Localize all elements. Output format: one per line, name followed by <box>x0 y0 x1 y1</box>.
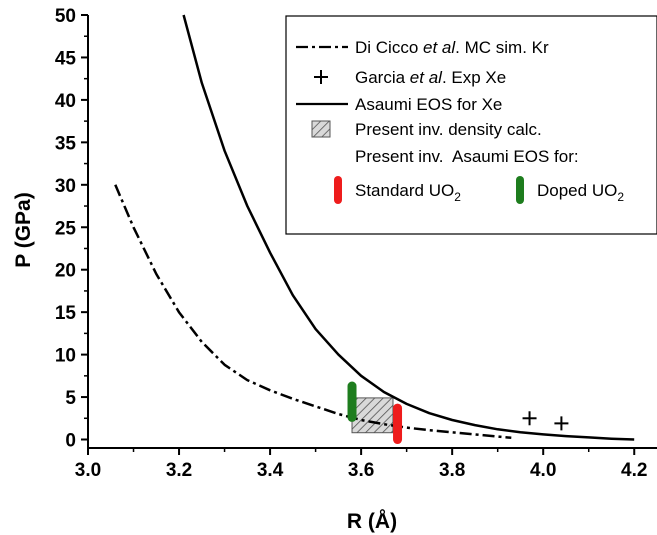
y-tick-label: 0 <box>65 431 76 452</box>
legend-label-standard: Standard UO2 <box>355 181 461 204</box>
x-tick-label: 4.0 <box>530 460 556 481</box>
legend-label-doped: Doped UO2 <box>537 181 624 204</box>
x-axis-title: R (Å) <box>347 509 397 533</box>
y-tick-label: 25 <box>55 218 77 239</box>
x-tick-label: 3.4 <box>257 460 284 481</box>
y-tick-label: 50 <box>55 6 76 27</box>
y-tick-label: 20 <box>55 261 76 282</box>
y-tick-label: 40 <box>55 91 76 112</box>
x-tick-label: 3.8 <box>439 460 465 481</box>
legend-plus-marker <box>314 70 328 84</box>
y-tick-label: 5 <box>65 388 76 409</box>
y-tick-label: 35 <box>55 133 77 154</box>
y-tick-label: 10 <box>55 346 76 367</box>
asaumi-eos-curve <box>182 14 635 441</box>
tick-labels: 3.0 3.2 3.4 3.6 3.8 4.0 4.2 0 5 10 15 20 25 30 35 40 45 5… <box>55 6 648 481</box>
legend-box <box>285 15 657 235</box>
axis-ticks <box>81 14 636 455</box>
x-tick-label: 4.2 <box>621 460 647 481</box>
density-calc-region <box>351 397 394 434</box>
legend-label-garcia: Garcia et al. Exp Xe <box>355 68 506 87</box>
legend: Di Cicco et al. MC sim. Kr Garcia et al.… <box>285 15 657 235</box>
x-tick-label: 3.2 <box>166 460 192 481</box>
legend-hatched-sample <box>311 120 331 138</box>
dicicco-mc-curve <box>114 184 512 440</box>
y-tick-label: 15 <box>55 303 77 324</box>
legend-label-density: Present inv. density calc. <box>355 120 542 139</box>
x-tick-label: 3.0 <box>75 460 101 481</box>
y-axis-title: P (GPa) <box>12 192 35 267</box>
y-tick-label: 45 <box>55 48 77 69</box>
y-tick-label: 30 <box>55 176 76 197</box>
x-tick-label: 3.6 <box>348 460 374 481</box>
legend-subheading: Present inv. Asaumi EOS for: <box>355 147 579 166</box>
legend-label-dicicco: Di Cicco et al. MC sim. Kr <box>355 38 549 57</box>
legend-label-asaumi: Asaumi EOS for Xe <box>355 95 502 114</box>
plot-area <box>114 14 635 445</box>
